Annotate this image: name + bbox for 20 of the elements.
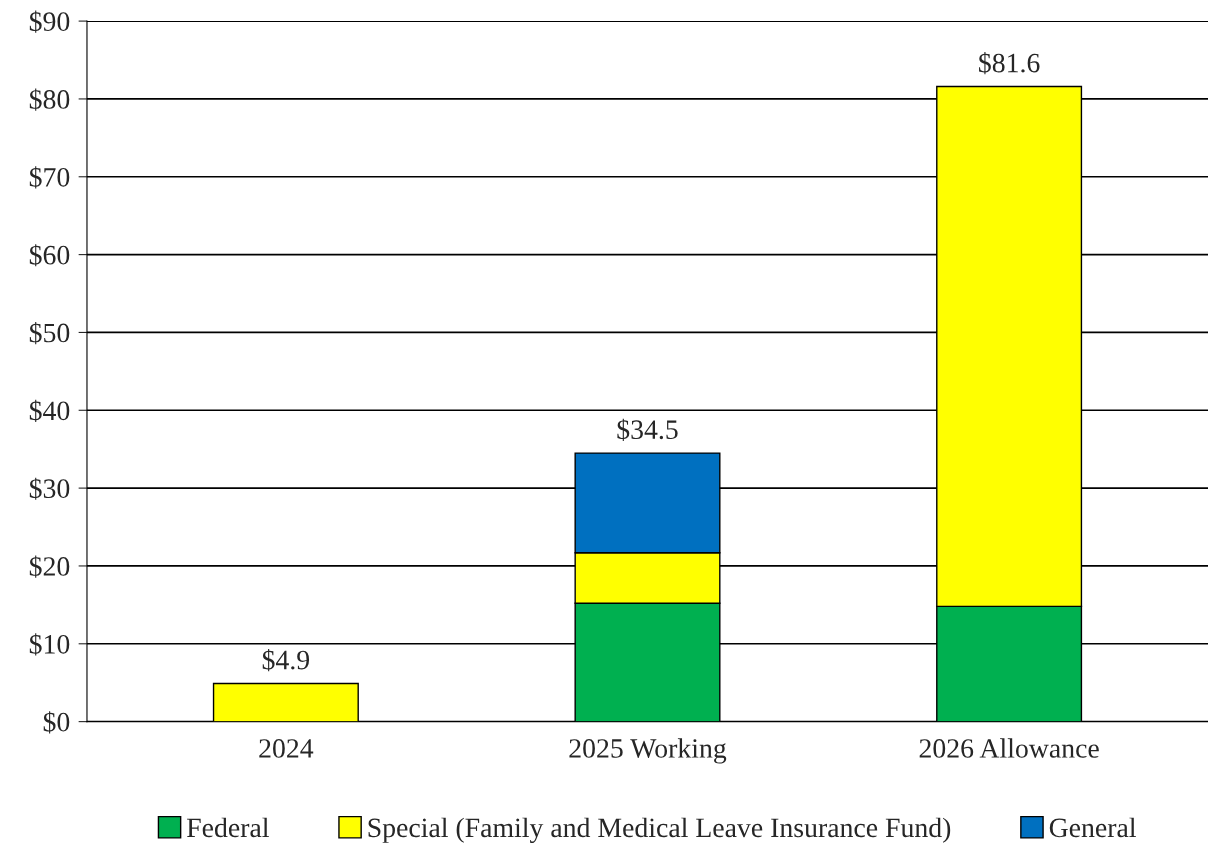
y-tick-label: $30 xyxy=(29,477,70,500)
total-label: $81.6 xyxy=(979,52,1040,75)
total-label: $34.5 xyxy=(617,418,678,441)
x-tick-label: 2025 Working xyxy=(569,738,727,764)
y-tick-label: $60 xyxy=(29,244,70,267)
x-tick-label: 2024 xyxy=(259,739,314,758)
legend-label: General xyxy=(1049,817,1136,838)
y-tick-label: $70 xyxy=(29,166,70,189)
y-tick-label: $40 xyxy=(29,399,70,423)
y-tick-label: $20 xyxy=(29,555,70,578)
y-tick-label: $10 xyxy=(29,633,70,656)
bar xyxy=(212,682,359,722)
legend-label: Special (Family and Medical Leave Insurance Fund) xyxy=(368,817,951,843)
x-tick-label: 2026 Allowance xyxy=(919,738,1099,758)
total-label: $4.9 xyxy=(262,649,310,672)
y-tick-label: $50 xyxy=(29,321,70,345)
y-tick-label: $80 xyxy=(29,88,70,111)
legend-label: Federal xyxy=(187,817,269,838)
y-tick-label: $90 xyxy=(29,10,70,33)
y-tick-label: $0 xyxy=(43,711,70,734)
